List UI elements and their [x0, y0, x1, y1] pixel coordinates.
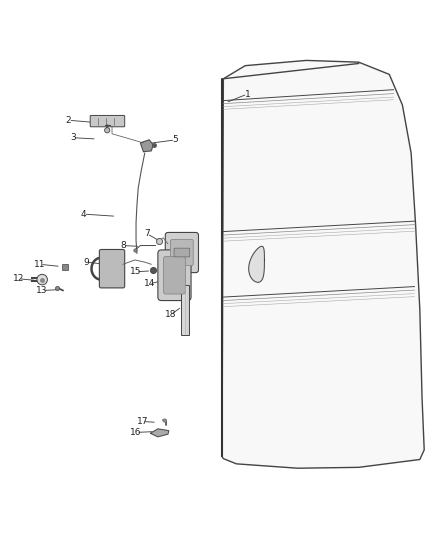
Polygon shape	[222, 60, 424, 468]
FancyBboxPatch shape	[90, 116, 125, 127]
Circle shape	[105, 128, 110, 133]
Text: 2: 2	[66, 116, 71, 125]
Text: 3: 3	[70, 133, 76, 142]
FancyBboxPatch shape	[99, 249, 125, 288]
Text: 16: 16	[130, 428, 142, 437]
FancyBboxPatch shape	[170, 239, 193, 265]
Text: 13: 13	[36, 286, 48, 295]
FancyBboxPatch shape	[163, 256, 185, 294]
Text: 14: 14	[144, 279, 155, 288]
Text: 12: 12	[12, 274, 24, 283]
Text: 18: 18	[165, 310, 177, 319]
Text: 8: 8	[120, 241, 126, 250]
Polygon shape	[150, 429, 169, 437]
Text: 1: 1	[244, 90, 250, 99]
Text: 17: 17	[137, 417, 148, 426]
Text: 7: 7	[144, 229, 150, 238]
FancyBboxPatch shape	[174, 248, 190, 257]
Polygon shape	[141, 140, 153, 152]
FancyBboxPatch shape	[165, 232, 198, 272]
Text: 4: 4	[81, 209, 86, 219]
Circle shape	[37, 274, 47, 285]
Text: 6: 6	[190, 238, 196, 247]
FancyBboxPatch shape	[158, 250, 191, 301]
Text: 9: 9	[83, 257, 89, 266]
Text: 15: 15	[130, 267, 142, 276]
Text: 11: 11	[34, 260, 46, 269]
Bar	[181, 285, 189, 335]
Text: 5: 5	[173, 135, 178, 144]
Polygon shape	[249, 246, 265, 282]
